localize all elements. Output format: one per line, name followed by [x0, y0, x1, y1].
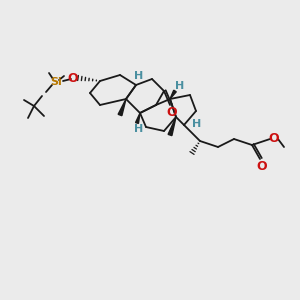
Polygon shape — [168, 117, 176, 136]
Text: O: O — [167, 106, 177, 118]
Text: H: H — [134, 124, 144, 134]
Polygon shape — [170, 90, 176, 99]
Polygon shape — [136, 113, 140, 123]
Text: H: H — [176, 81, 184, 91]
Text: Si: Si — [50, 77, 62, 87]
Polygon shape — [118, 99, 126, 116]
Text: H: H — [134, 71, 144, 81]
Text: O: O — [269, 131, 279, 145]
Text: H: H — [192, 119, 202, 129]
Text: O: O — [68, 71, 78, 85]
Text: O: O — [257, 160, 267, 172]
